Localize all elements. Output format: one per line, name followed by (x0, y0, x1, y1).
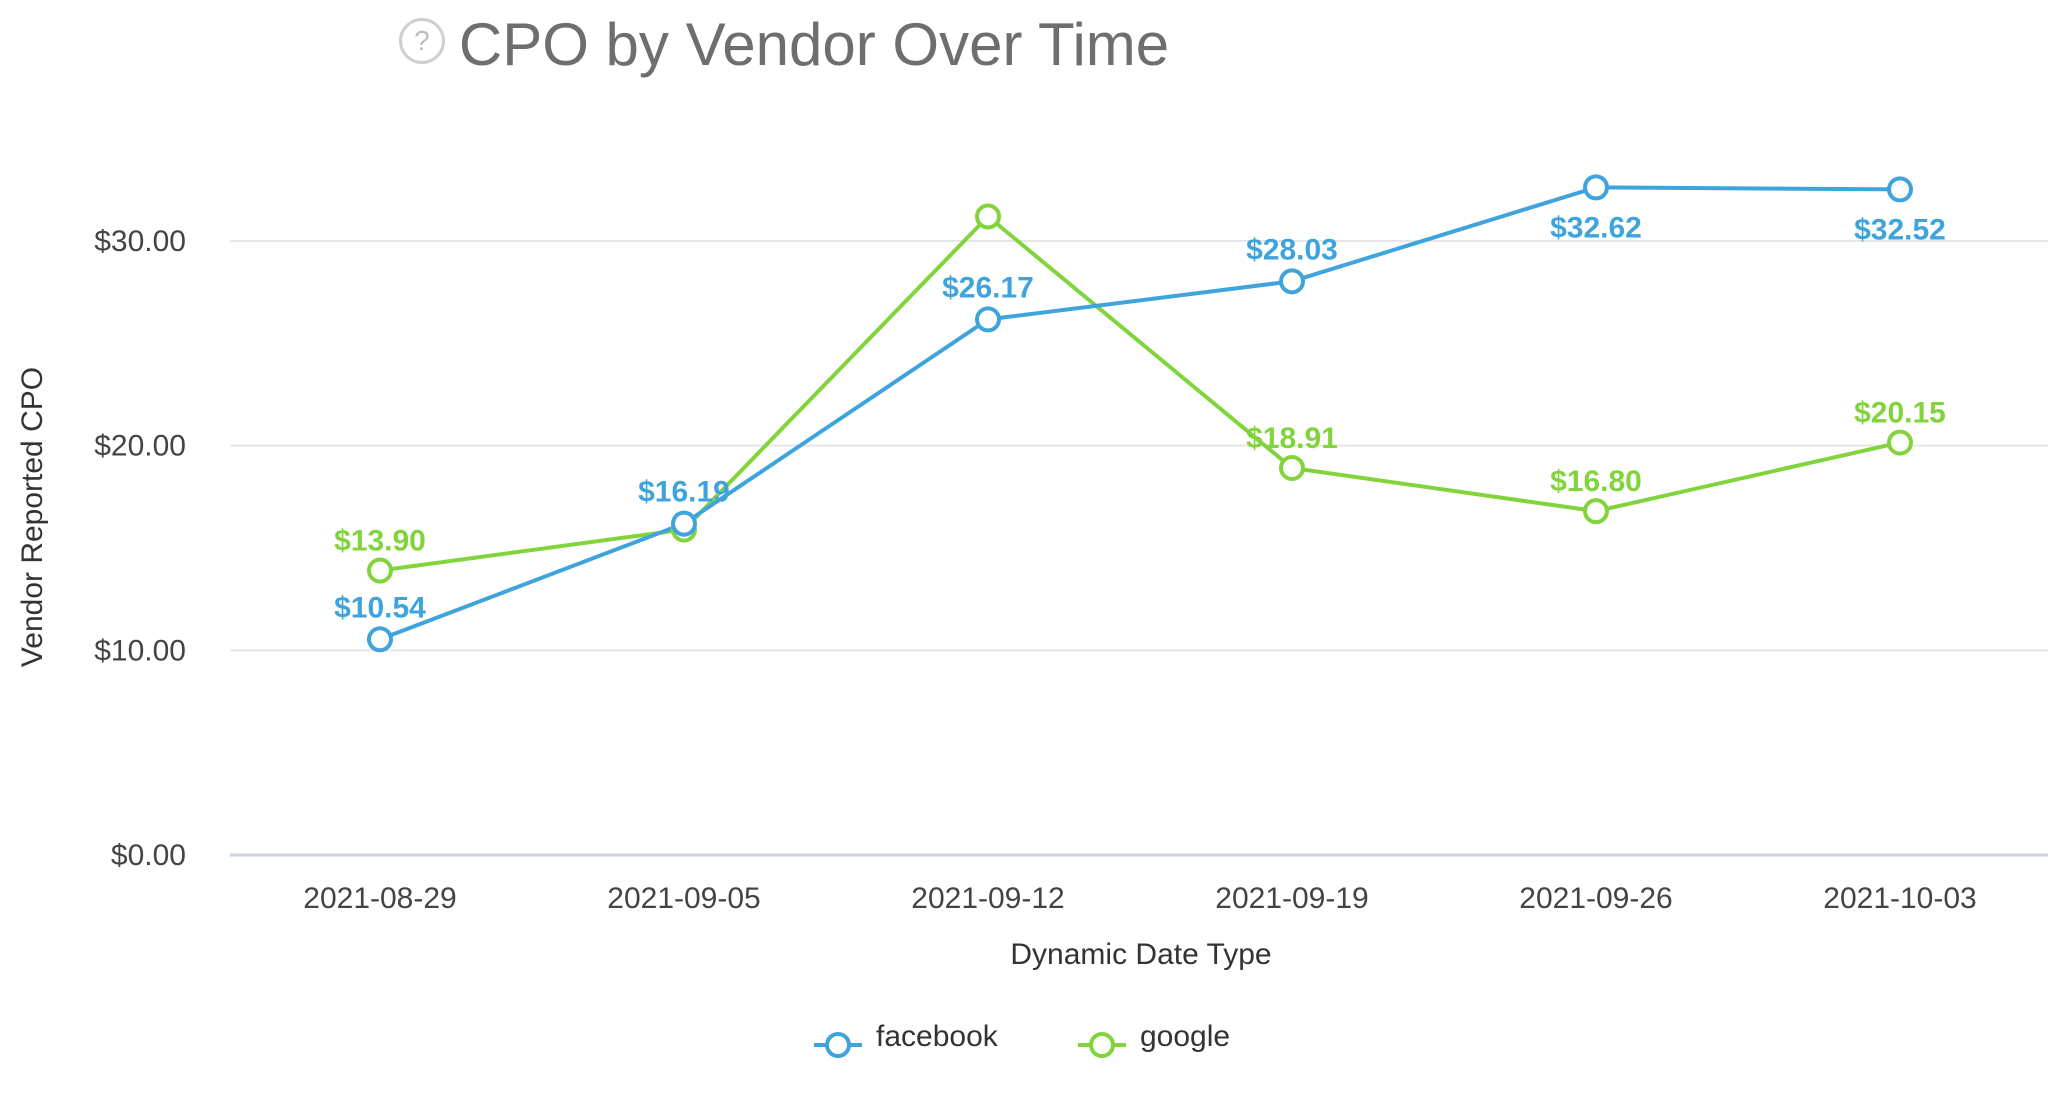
data-point-facebook (367, 626, 393, 653)
legend-marker-facebook[interactable] (825, 1032, 851, 1058)
x-tick-label: 2021-09-19 (1215, 882, 1368, 915)
data-point-facebook (1279, 268, 1305, 295)
x-axis-title: Dynamic Date Type (1010, 938, 1271, 971)
series-line-facebook (379, 185, 1901, 642)
legend-label-google[interactable]: google (1140, 1020, 1230, 1053)
x-tick-label: 2021-09-05 (607, 882, 760, 915)
x-tick-label: 2021-09-26 (1519, 882, 1672, 915)
y-tick-label: $20.00 (94, 430, 186, 463)
data-point-google (975, 203, 1001, 230)
data-point-facebook (671, 510, 697, 537)
data-label-google: $18.91 (1246, 422, 1338, 455)
data-point-google (1583, 498, 1609, 525)
y-axis-title: Vendor Reported CPO (16, 367, 49, 667)
data-label-facebook: $16.19 (638, 476, 730, 509)
series-line-google (379, 214, 1901, 573)
data-label-google: $16.80 (1550, 465, 1642, 498)
data-label-google: $20.15 (1854, 397, 1946, 430)
data-point-facebook (975, 306, 1001, 333)
y-tick-label: $0.00 (111, 839, 186, 872)
data-point-facebook (1583, 174, 1609, 201)
data-label-google: $13.90 (334, 525, 426, 558)
x-tick-label: 2021-08-29 (303, 882, 456, 915)
data-point-facebook (1887, 176, 1913, 203)
data-label-facebook: $10.54 (334, 591, 426, 624)
help-question-icon[interactable]: ? (398, 18, 445, 65)
data-point-google (1279, 454, 1305, 481)
data-label-facebook: $32.62 (1550, 211, 1642, 244)
x-tick-label: 2021-09-12 (911, 882, 1064, 915)
data-label-facebook: $32.52 (1854, 213, 1946, 246)
chart-title: CPO by Vendor Over Time (458, 11, 1170, 78)
y-tick-label: $30.00 (94, 225, 186, 258)
data-point-google (1887, 429, 1913, 456)
x-tick-label: 2021-10-03 (1823, 882, 1976, 915)
legend-marker-google[interactable] (1089, 1032, 1115, 1058)
data-label-facebook: $26.17 (942, 271, 1034, 304)
y-tick-label: $10.00 (94, 634, 186, 667)
data-point-google (367, 557, 393, 584)
legend-label-facebook[interactable]: facebook (876, 1020, 999, 1053)
data-label-facebook: $28.03 (1246, 233, 1338, 266)
chart-title-row: ? CPO by Vendor Over Time (0, 10, 1568, 79)
